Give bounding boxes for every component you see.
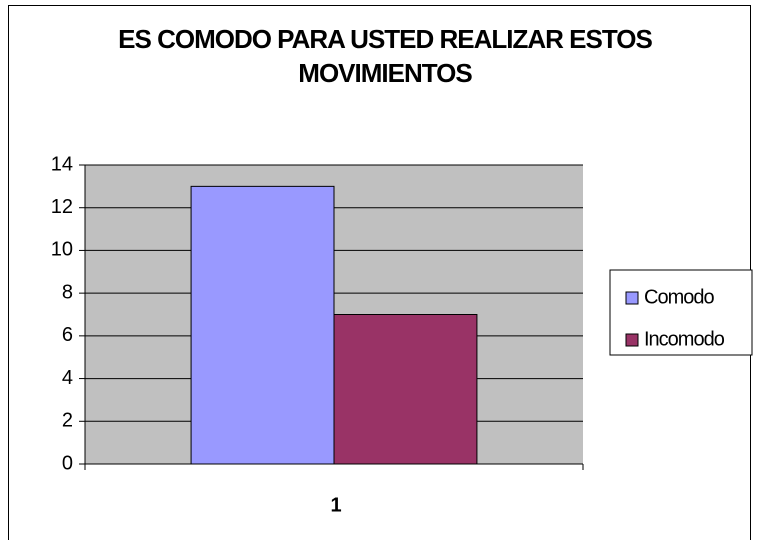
y-tick-label: 14 [51,153,73,175]
legend-swatch [625,333,639,347]
y-tick-label: 10 [51,239,73,261]
legend-label: Incomodo [644,328,725,350]
y-tick-label: 12 [51,196,73,218]
y-tick-label: 6 [62,324,73,346]
chart-title: ES COMODO PARA USTED REALIZAR ESTOS MOVI… [118,24,653,88]
bar [190,185,335,465]
legend-label: Comodo [644,286,714,308]
legend-swatch [625,291,639,305]
x-tick-label: 1 [330,494,341,516]
bar [333,314,478,465]
y-tick-label: 2 [62,410,73,432]
y-tick-label: 0 [62,452,73,474]
y-tick-label: 4 [62,367,73,389]
y-tick-label: 8 [62,281,73,303]
